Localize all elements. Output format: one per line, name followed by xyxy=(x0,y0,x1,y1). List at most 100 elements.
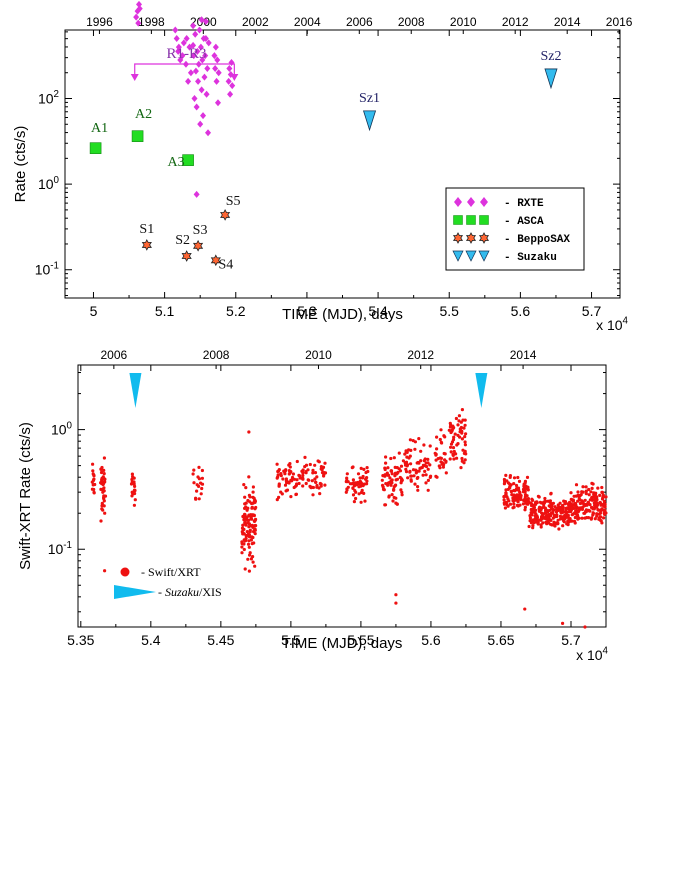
swift-point xyxy=(443,452,447,456)
swift-point xyxy=(345,476,349,480)
swift-point xyxy=(516,500,520,504)
suzaku-xis-marker xyxy=(129,373,142,408)
swift-point xyxy=(315,483,319,488)
swift-point xyxy=(294,492,298,497)
swift-point xyxy=(249,513,253,517)
swift-point xyxy=(440,441,444,445)
suzaku-label: Sz2 xyxy=(540,49,561,64)
swift-point xyxy=(418,466,422,470)
swift-point xyxy=(550,504,554,508)
swift-point xyxy=(518,503,522,507)
swift-point xyxy=(543,496,547,501)
swift-point xyxy=(539,501,544,505)
suzaku-point xyxy=(362,110,377,132)
swift-point xyxy=(590,486,594,490)
swift-point xyxy=(313,471,318,475)
swift-point xyxy=(539,523,543,527)
swift-point xyxy=(523,505,528,509)
rxte-point xyxy=(226,65,233,73)
swift-point xyxy=(417,437,421,441)
swift-point xyxy=(512,505,516,509)
swift-point xyxy=(533,514,537,518)
swift-point xyxy=(603,508,607,512)
swift-point xyxy=(409,479,413,483)
swift-point xyxy=(404,449,408,453)
swift-point xyxy=(247,525,251,529)
swift-point xyxy=(245,530,249,534)
swift-point xyxy=(317,486,321,490)
swift-point xyxy=(438,437,442,442)
bepposax-point xyxy=(192,239,204,252)
swift-point xyxy=(297,474,302,478)
swift-point xyxy=(345,472,349,476)
swift-point xyxy=(102,468,106,472)
swift-point xyxy=(451,438,456,442)
swift-point xyxy=(521,502,526,506)
swift-point xyxy=(102,456,106,460)
swift-point xyxy=(297,481,301,486)
swift-point xyxy=(439,456,443,460)
swift-point xyxy=(518,491,522,495)
swift-point xyxy=(387,495,391,499)
swift-point xyxy=(319,467,323,471)
swift-point xyxy=(246,506,250,510)
legend-rxte-marker xyxy=(467,197,475,207)
swift-point xyxy=(441,465,445,469)
swift-point xyxy=(247,545,251,549)
swift-point xyxy=(249,538,253,542)
swift-point xyxy=(283,472,287,476)
swift-point xyxy=(133,484,137,488)
swift-point xyxy=(517,479,522,483)
swift-point xyxy=(243,495,247,499)
swift-point xyxy=(523,607,527,611)
bottom-xtick-label: 5.65 xyxy=(487,632,514,648)
swift-point xyxy=(512,476,517,480)
swift-point xyxy=(426,478,430,482)
swift-point xyxy=(549,492,553,496)
swift-point xyxy=(595,514,599,518)
swift-point xyxy=(570,506,574,510)
swift-point xyxy=(454,452,458,456)
swift-point xyxy=(423,469,427,473)
swift-point xyxy=(460,408,464,412)
swift-point xyxy=(191,472,195,476)
swift-point xyxy=(462,426,466,430)
top-xtick-label: 5.7 xyxy=(582,303,602,319)
swift-point xyxy=(584,492,588,496)
legend-suzaku-marker xyxy=(478,250,490,262)
swift-point xyxy=(101,482,105,486)
swift-point xyxy=(242,483,246,487)
rxte-bracket-arrow xyxy=(130,74,139,81)
legend-asca-marker xyxy=(453,215,463,225)
swift-point xyxy=(576,514,580,518)
rxte-point xyxy=(192,30,199,38)
swift-point xyxy=(311,471,315,475)
swift-point xyxy=(444,471,448,475)
swift-point xyxy=(365,479,369,483)
swift-point xyxy=(506,487,510,491)
swift-point xyxy=(419,449,423,453)
swift-point xyxy=(439,428,443,432)
asca-point xyxy=(131,130,144,142)
swift-point xyxy=(592,498,596,502)
swift-point xyxy=(594,495,599,499)
swift-point xyxy=(508,475,512,479)
swift-point xyxy=(534,508,538,512)
top-ylabel: Rate (cts/s) xyxy=(12,126,29,203)
swift-point xyxy=(409,462,413,466)
swift-point xyxy=(133,491,137,496)
swift-point xyxy=(196,475,200,479)
swift-point xyxy=(362,467,366,471)
swift-point xyxy=(459,425,463,430)
swift-point xyxy=(550,510,554,515)
swift-point xyxy=(91,469,95,473)
swift-point xyxy=(102,499,106,503)
swift-point xyxy=(294,483,298,487)
rxte-point xyxy=(194,47,201,55)
swift-point xyxy=(599,502,603,506)
swift-point xyxy=(581,485,585,489)
swift-point xyxy=(502,498,506,502)
swift-point xyxy=(580,516,584,520)
swift-point xyxy=(529,519,534,523)
swift-point xyxy=(252,541,256,545)
